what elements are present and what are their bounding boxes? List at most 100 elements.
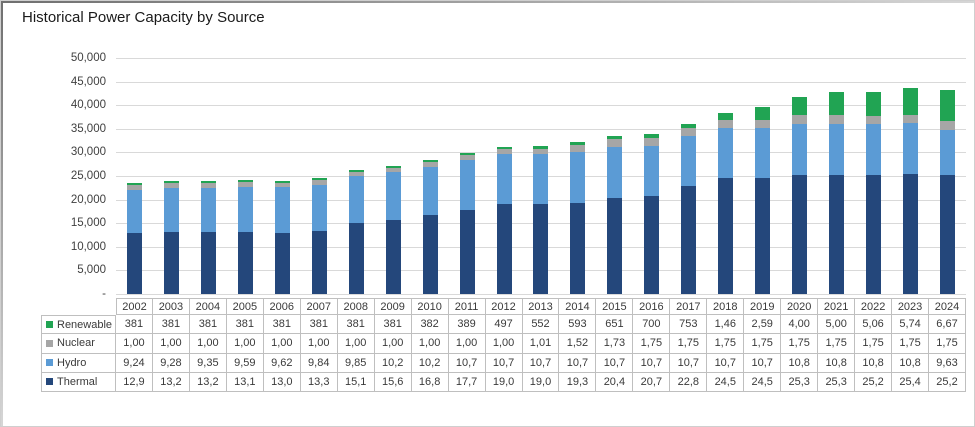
bar-segment-hydro[interactable] xyxy=(718,127,734,179)
bar-segment-nuclear[interactable] xyxy=(607,139,623,148)
bar-segment-nuclear[interactable] xyxy=(422,161,438,167)
bar-segment-renewable[interactable] xyxy=(126,183,142,185)
bar-segment-hydro[interactable] xyxy=(755,127,771,179)
bar-segment-hydro[interactable] xyxy=(496,153,512,205)
bar-segment-hydro[interactable] xyxy=(829,123,845,175)
bar-segment-hydro[interactable] xyxy=(348,176,364,223)
bar-segment-thermal[interactable] xyxy=(163,231,179,294)
bar-segment-thermal[interactable] xyxy=(607,197,623,294)
bar-segment-thermal[interactable] xyxy=(126,233,142,294)
bar-segment-renewable[interactable] xyxy=(422,160,438,162)
bar-segment-thermal[interactable] xyxy=(755,178,771,294)
bar-segment-nuclear[interactable] xyxy=(718,119,734,128)
bar-segment-renewable[interactable] xyxy=(200,181,216,183)
bar-segment-hydro[interactable] xyxy=(237,186,253,233)
bar-segment-hydro[interactable] xyxy=(459,159,475,211)
bar-segment-thermal[interactable] xyxy=(496,204,512,294)
bar-stack xyxy=(755,107,771,294)
bar-segment-renewable[interactable] xyxy=(644,134,660,138)
bar-segment-thermal[interactable] xyxy=(422,214,438,294)
bar-segment-nuclear[interactable] xyxy=(866,115,882,125)
bar-segment-nuclear[interactable] xyxy=(274,182,290,188)
bar-segment-hydro[interactable] xyxy=(792,123,808,175)
bar-segment-renewable[interactable] xyxy=(755,107,771,120)
table-value-cell: 497 xyxy=(485,315,523,335)
bar-column-2011 xyxy=(449,58,486,294)
table-value-cell: 593 xyxy=(559,315,597,335)
bar-segment-renewable[interactable] xyxy=(311,178,327,181)
bar-segment-nuclear[interactable] xyxy=(163,183,179,188)
bar-segment-nuclear[interactable] xyxy=(496,149,512,154)
bar-segment-renewable[interactable] xyxy=(829,91,845,116)
bar-segment-renewable[interactable] xyxy=(718,112,734,120)
bar-segment-nuclear[interactable] xyxy=(792,115,808,124)
bar-segment-thermal[interactable] xyxy=(866,175,882,294)
bar-segment-hydro[interactable] xyxy=(200,187,216,232)
bar-segment-nuclear[interactable] xyxy=(348,171,364,177)
bar-segment-thermal[interactable] xyxy=(718,178,734,294)
bar-segment-thermal[interactable] xyxy=(644,196,660,294)
bar-segment-thermal[interactable] xyxy=(237,232,253,294)
bar-segment-renewable[interactable] xyxy=(163,181,179,184)
bar-segment-renewable[interactable] xyxy=(496,146,512,150)
bar-segment-renewable[interactable] xyxy=(274,180,290,183)
bar-segment-hydro[interactable] xyxy=(940,129,955,176)
bar-segment-renewable[interactable] xyxy=(385,165,401,168)
bar-segment-renewable[interactable] xyxy=(903,87,919,115)
bar-segment-hydro[interactable] xyxy=(903,123,919,175)
bar-segment-hydro[interactable] xyxy=(681,135,697,187)
bar-segment-nuclear[interactable] xyxy=(126,184,142,190)
bar-segment-nuclear[interactable] xyxy=(570,145,586,153)
bar-segment-thermal[interactable] xyxy=(200,231,216,294)
bar-segment-hydro[interactable] xyxy=(533,153,549,205)
bar-segment-nuclear[interactable] xyxy=(940,121,955,130)
table-value-cell: 1,00 xyxy=(116,334,153,354)
bar-segment-hydro[interactable] xyxy=(385,172,401,221)
bar-segment-hydro[interactable] xyxy=(422,166,438,215)
bar-segment-hydro[interactable] xyxy=(570,152,586,203)
bar-segment-thermal[interactable] xyxy=(829,174,845,294)
bar-segment-thermal[interactable] xyxy=(311,231,327,294)
bar-segment-nuclear[interactable] xyxy=(755,119,771,128)
bar-segment-thermal[interactable] xyxy=(570,202,586,294)
bar-segment-hydro[interactable] xyxy=(126,189,142,234)
bar-segment-renewable[interactable] xyxy=(940,89,955,122)
bar-segment-thermal[interactable] xyxy=(940,175,955,294)
bar-segment-thermal[interactable] xyxy=(385,220,401,294)
year-header-cell: 2013 xyxy=(522,298,560,315)
bar-segment-nuclear[interactable] xyxy=(385,167,401,173)
bar-segment-hydro[interactable] xyxy=(311,184,327,232)
bar-segment-nuclear[interactable] xyxy=(644,137,660,146)
bar-segment-nuclear[interactable] xyxy=(829,115,845,124)
bar-segment-hydro[interactable] xyxy=(644,145,660,197)
bar-segment-thermal[interactable] xyxy=(903,174,919,294)
bar-segment-thermal[interactable] xyxy=(274,232,290,294)
bar-segment-hydro[interactable] xyxy=(163,187,179,232)
bar-segment-thermal[interactable] xyxy=(459,210,475,294)
bar-segment-thermal[interactable] xyxy=(348,222,364,294)
bar-segment-renewable[interactable] xyxy=(792,96,808,116)
bar-segment-thermal[interactable] xyxy=(533,204,549,294)
table-value-cell: 1,75 xyxy=(670,334,708,354)
bar-segment-nuclear[interactable] xyxy=(311,180,327,185)
bar-segment-renewable[interactable] xyxy=(866,91,882,116)
bar-segment-nuclear[interactable] xyxy=(200,182,216,188)
bar-segment-renewable[interactable] xyxy=(348,169,364,172)
bar-segment-nuclear[interactable] xyxy=(533,149,549,154)
table-value-cell: 9,85 xyxy=(337,353,375,373)
bar-segment-nuclear[interactable] xyxy=(237,182,253,187)
bar-segment-hydro[interactable] xyxy=(607,147,623,198)
bar-segment-renewable[interactable] xyxy=(459,153,475,156)
bar-segment-renewable[interactable] xyxy=(570,142,586,146)
bar-segment-renewable[interactable] xyxy=(237,180,253,183)
bar-segment-renewable[interactable] xyxy=(607,136,623,140)
bar-segment-thermal[interactable] xyxy=(681,186,697,294)
bar-segment-nuclear[interactable] xyxy=(459,155,475,160)
bar-segment-nuclear[interactable] xyxy=(903,114,919,124)
bar-segment-renewable[interactable] xyxy=(681,124,697,128)
bar-segment-hydro[interactable] xyxy=(274,187,290,233)
bar-segment-hydro[interactable] xyxy=(866,124,882,176)
bar-segment-nuclear[interactable] xyxy=(681,127,697,136)
bar-segment-renewable[interactable] xyxy=(533,146,549,150)
bar-segment-thermal[interactable] xyxy=(792,174,808,294)
